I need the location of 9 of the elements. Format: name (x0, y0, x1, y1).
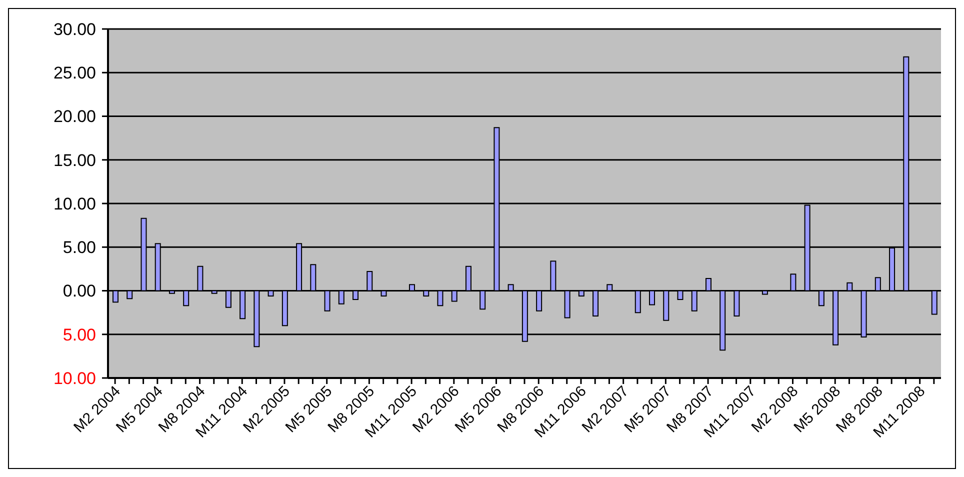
y-tick-label: 30.00 (53, 20, 96, 39)
y-tick-label: 5.00 (62, 325, 96, 344)
y-tick-label: 5.00 (62, 238, 96, 258)
y-tick-label: 25.00 (53, 64, 96, 83)
y-tick-label: 10.00 (53, 368, 96, 388)
y-tick-label: 0.00 (62, 282, 96, 301)
y-tick-label: 15.00 (53, 150, 96, 170)
y-tick-label: 10.00 (53, 194, 96, 214)
y-tick-label: 20.00 (53, 107, 96, 126)
